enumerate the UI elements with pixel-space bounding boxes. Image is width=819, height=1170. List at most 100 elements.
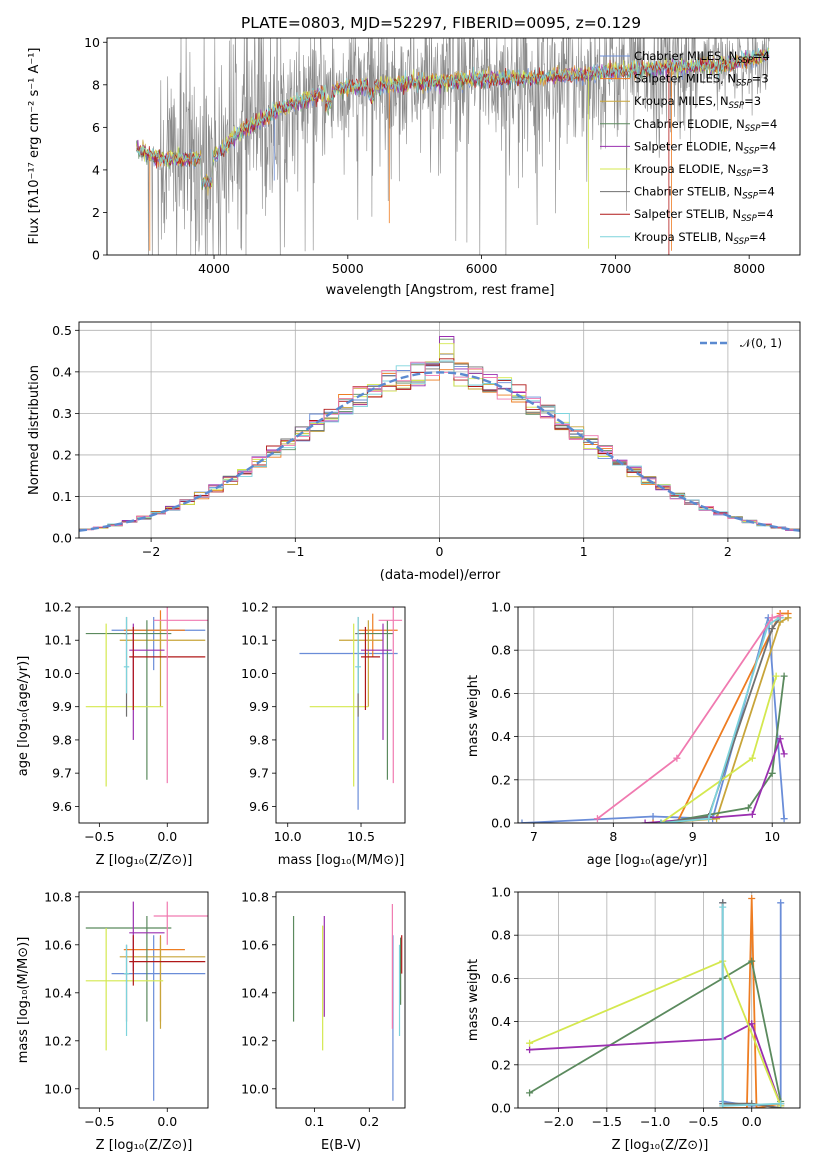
y-tick-label: 10.2 — [44, 1033, 72, 1048]
y-tick-label: 1.0 — [491, 885, 511, 900]
legend-entry: Kroupa ELODIE, NSSP=3 — [634, 162, 769, 179]
x-tick-label: 10 — [764, 829, 780, 844]
data-marker — [641, 819, 649, 823]
y-tick-label: 2 — [92, 205, 100, 220]
data-marker — [526, 1046, 534, 1054]
series-line — [660, 617, 781, 823]
y-tick-label: 10.0 — [44, 1081, 72, 1096]
data-marker — [776, 735, 784, 743]
observed-spectrum — [136, 38, 770, 255]
series-line — [521, 617, 785, 823]
data-marker — [784, 614, 792, 622]
y-tick-label: 0.4 — [52, 364, 72, 379]
y-tick-label: 10.0 — [241, 666, 269, 681]
y-tick-label: 0.0 — [491, 1101, 511, 1116]
y-tick-label: 10.6 — [241, 937, 269, 952]
data-marker — [518, 819, 526, 823]
data-marker — [744, 804, 752, 812]
plot-area — [299, 607, 403, 810]
age-vs-metallicity-panel: −0.5 0.0 9.6 9.7 9.8 9.9 10.0 10.1 10.2 — [44, 600, 209, 844]
data-marker — [713, 815, 721, 823]
axes-frame — [78, 321, 801, 539]
data-marker — [776, 612, 784, 620]
y-tick-label: 9.7 — [52, 766, 72, 781]
y-tick-label: 0.0 — [491, 816, 511, 831]
residual-histogram-panel: −2 −1 0 1 2 0.0 0.1 0.2 0.3 0.4 0.5 𝒩(0, 1) — [52, 321, 801, 559]
y-tick-label: 0.2 — [491, 1057, 511, 1072]
y-tick-label: 0 — [92, 248, 100, 263]
series-line — [529, 959, 782, 1102]
p4-xlabel: mass [log₁₀(M/M⊙)] — [278, 853, 405, 868]
data-marker — [593, 815, 601, 823]
massweight-vs-metallicity-panel: −2.0 −1.5 −1.0 −0.5 0.0 0.0 0.2 0.4 0.6 0.8 1.0 — [491, 885, 801, 1129]
y-tick-label: 9.8 — [249, 732, 269, 747]
series-line — [596, 614, 781, 820]
data-marker — [719, 1102, 727, 1108]
y-tick-label: 9.9 — [52, 699, 72, 714]
chart-title: PLATE=0803, MJD=52297, FIBERID=0095, z=0… — [241, 14, 641, 32]
plot-area — [526, 894, 785, 1108]
x-tick-label: −2.0 — [543, 1114, 573, 1129]
y-tick-label: 0.6 — [491, 971, 511, 986]
y-tick-label: 0.4 — [491, 1014, 511, 1029]
data-marker — [748, 810, 756, 818]
series-line — [653, 612, 789, 823]
residual-ylabel: Normed distribution — [27, 365, 42, 495]
data-marker — [768, 614, 776, 622]
legend-entry: 𝒩(0, 1) — [740, 336, 782, 350]
axes-frame — [275, 606, 406, 824]
y-tick-label: 10.8 — [241, 889, 269, 904]
model-spectrum — [136, 47, 770, 187]
data-marker — [526, 1039, 534, 1047]
x-tick-label: 4000 — [198, 261, 230, 276]
x-tick-label: 10.5 — [347, 829, 375, 844]
x-tick-label: 2 — [724, 544, 732, 559]
y-tick-label: 10.4 — [44, 985, 72, 1000]
residual-xlabel: (data-model)/error — [380, 568, 501, 583]
mass-vs-ebv-panel: 0.1 0.2 10.0 10.2 10.4 10.6 10.8 — [241, 889, 406, 1129]
y-tick-label: 0.2 — [52, 447, 72, 462]
p8-ylabel: mass weight — [466, 959, 481, 1041]
spectrum-panel: 4000 5000 6000 7000 8000 0 2 4 6 8 10 Chabrier MILE… — [84, 35, 801, 276]
x-tick-label: 5000 — [332, 261, 364, 276]
x-tick-label: 8000 — [733, 261, 765, 276]
y-tick-label: 0.3 — [52, 406, 72, 421]
plot-area — [79, 336, 800, 533]
x-tick-label: −0.5 — [688, 1114, 718, 1129]
y-tick-label: 0.4 — [491, 729, 511, 744]
y-tick-label: 10 — [84, 35, 100, 50]
x-tick-label: 1 — [580, 544, 588, 559]
axes-frame — [517, 606, 801, 824]
y-tick-label: 0.5 — [52, 323, 72, 338]
y-tick-label: 9.6 — [249, 799, 269, 814]
y-tick-label: 6 — [92, 120, 100, 135]
legend: Chabrier MILES, NSSP=4 Salpeter MILES, NS… — [600, 49, 777, 247]
plot-area — [85, 901, 208, 1101]
p8-xlabel: Z [log₁₀(Z/Z⊙)] — [612, 1138, 709, 1153]
p7-xlabel: E(B-V) — [321, 1138, 361, 1153]
data-marker — [748, 894, 756, 902]
data-marker — [780, 815, 788, 823]
y-tick-label: 0.8 — [491, 643, 511, 658]
x-tick-label: −1.5 — [592, 1114, 622, 1129]
legend-entry: Salpeter ELODIE, NSSP=4 — [634, 139, 776, 156]
axes-frame — [106, 37, 801, 256]
axes-frame — [78, 606, 209, 824]
data-marker — [705, 815, 713, 823]
data-marker — [748, 754, 756, 762]
data-marker — [649, 813, 657, 821]
data-marker — [777, 899, 785, 907]
y-tick-label: 10.6 — [44, 937, 72, 952]
p6-xlabel: Z [log₁₀(Z/Z⊙)] — [96, 1138, 193, 1153]
y-tick-label: 10.2 — [241, 600, 269, 615]
x-tick-label: 10.0 — [274, 829, 302, 844]
x-tick-label: −2 — [142, 544, 160, 559]
spectrum-ylabel: Flux [fλ10⁻¹⁷ erg cm⁻² s⁻¹ A⁻¹] — [27, 48, 42, 245]
y-tick-label: 10.0 — [44, 666, 72, 681]
data-marker — [777, 1100, 785, 1108]
x-tick-label: 7 — [530, 829, 538, 844]
axes-frame — [78, 891, 209, 1109]
age-vs-mass-panel: 10.0 10.5 9.6 9.7 9.8 9.9 10.0 10.1 10.2 — [241, 600, 406, 844]
x-tick-label: −1 — [286, 544, 304, 559]
